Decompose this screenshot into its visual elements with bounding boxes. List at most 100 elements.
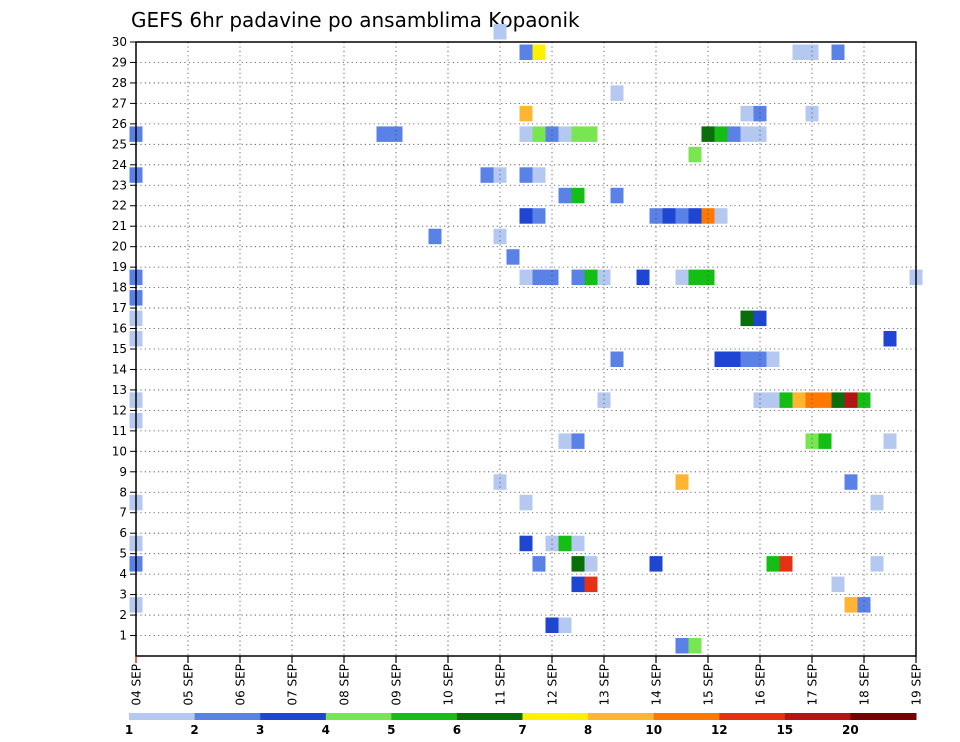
heatmap-cell [753,310,767,327]
heatmap-cell [584,269,598,286]
heatmap-cell [753,392,767,408]
heatmap-cell [883,331,897,347]
y-tick-label: 20 [112,240,127,254]
heatmap-cell [519,208,533,224]
y-tick-label: 29 [112,55,127,69]
y-tick-label: 26 [112,117,127,131]
heatmap-cell [844,597,858,613]
heatmap-cell [675,269,689,286]
grid-lines [136,42,916,656]
colorbar-segment [194,713,261,720]
colorbar-segment [391,713,458,720]
heatmap-cell [766,556,780,572]
heatmap-cell [870,494,884,511]
heatmap-cell [675,474,689,490]
x-tick-label: 09 SEP [390,664,404,706]
heatmap-cell [844,392,858,408]
y-tick-label: 12 [112,403,127,417]
x-tick-label: 10 SEP [442,664,456,706]
x-tick-label: 14 SEP [650,664,664,706]
colorbar-label: 20 [842,723,859,737]
heatmap-cell [727,126,741,142]
heatmap-cell [571,556,585,572]
heatmap-cell [831,44,845,60]
y-tick-label: 18 [112,281,127,295]
heatmap-cell [805,105,819,122]
heatmap-cell [688,269,702,286]
heatmap-cell [558,187,572,204]
heatmap-cell [805,392,819,408]
heatmap-cell [480,167,494,183]
heatmap-cell [818,433,832,449]
heatmap-cell [610,85,624,101]
y-tick-label: 27 [112,96,127,110]
chart-title: GEFS 6hr padavine po ansamblima Kopaonik [131,8,580,32]
heatmap-cell [857,392,871,408]
heatmap-cell [376,126,390,142]
heatmap-cell [831,576,845,593]
heatmap-cell [532,208,546,224]
y-tick-label: 1 [119,629,127,643]
heatmap-cell [545,126,559,142]
y-tick-label: 22 [112,199,127,213]
x-tick-label: 07 SEP [286,664,300,706]
colorbar-label: 15 [776,723,793,737]
y-tick-label: 11 [112,424,127,438]
heatmap-cell [571,535,585,552]
y-tick-label: 2 [119,608,127,622]
y-tick-label: 21 [112,219,127,233]
heatmap-cell [558,126,572,142]
y-tick-label: 10 [112,444,127,458]
y-tick-label: 25 [112,137,127,151]
colorbar-segment [784,713,851,720]
heatmap-cell [519,126,533,142]
colorbar-label: 3 [256,723,264,737]
heatmap-cell [714,208,728,224]
heatmap-cell [740,351,754,367]
colorbar-label: 4 [322,723,330,737]
heatmap-cell [571,126,585,142]
heatmap-cell [493,24,507,40]
heatmap-cell [545,535,559,552]
heatmap-cell [519,494,533,511]
heatmap-cell [584,126,598,142]
heatmap-cell [636,269,650,286]
heatmap-cell [571,187,585,204]
colorbar-segment [653,713,720,720]
heatmap-cell [779,392,793,408]
colorbar-segment [325,713,392,720]
x-tick-label: 12 SEP [546,664,560,706]
heatmap-cell [545,269,559,286]
colorbar-segment [260,713,327,720]
heatmap-cell [428,228,442,245]
y-tick-label: 19 [112,260,127,274]
y-tick-label: 5 [119,547,127,561]
heatmap-cell [675,208,689,224]
x-tick-label: 16 SEP [754,664,768,706]
heatmap-cell [753,126,767,142]
y-tick-label: 4 [119,567,127,581]
heatmap-cell [662,208,676,224]
x-tick-label: 11 SEP [494,664,508,706]
heatmap-cell [688,208,702,224]
heatmap-cell [766,392,780,408]
y-tick-label: 3 [119,588,127,602]
heatmap-cell [389,126,403,142]
heatmap-cell [714,351,728,367]
heatmap-cell [558,535,572,552]
y-tick-label: 17 [112,301,127,315]
heatmap-cell [571,269,585,286]
heatmap-cell [519,535,533,552]
y-tick-label: 30 [112,35,127,49]
heatmap-cell [688,638,702,654]
y-tick-label: 15 [112,342,127,356]
x-tick-label: 15 SEP [702,664,716,706]
colorbar-label: 2 [190,723,198,737]
heatmap-cell [584,576,598,593]
heatmap-cell [831,392,845,408]
x-axis: 04 SEP 05 SEP 06 SEP 07 SEP 08 SEP 09 SEP 10 S… [130,656,924,706]
colorbar-segment [456,713,523,720]
y-tick-label: 16 [112,322,127,336]
heatmap-cell [805,44,819,60]
heatmap-cell [558,433,572,449]
